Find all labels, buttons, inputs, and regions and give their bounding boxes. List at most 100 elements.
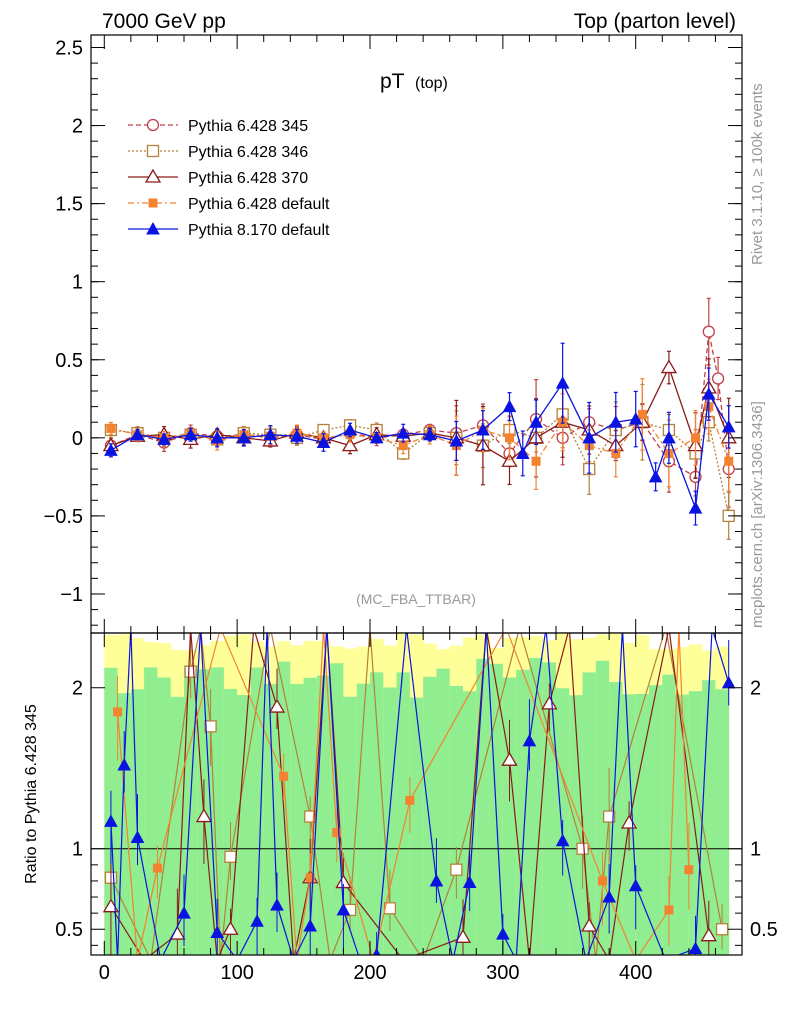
- data-point: [210, 430, 225, 444]
- data-point: [608, 415, 623, 428]
- ratio-data-point: [204, 720, 217, 733]
- ratio-data-point: [501, 751, 518, 766]
- data-point: [422, 427, 437, 441]
- ratio-data-point: [462, 875, 477, 889]
- ratio-data-point: [210, 925, 225, 938]
- data-point: [106, 423, 116, 433]
- ratio-panel: 0.5 0.5 1 1 2 2 0 100 200 300 400 Ratio to Pythia …: [23, 35, 778, 984]
- data-point: [688, 501, 703, 514]
- band-green-bin: [144, 667, 158, 955]
- ratio-data-point: [117, 757, 132, 771]
- data-point: [711, 372, 725, 385]
- series-pythia-8-170-default: [104, 342, 736, 526]
- band-green-bin: [502, 677, 517, 955]
- band-green-bin: [529, 658, 544, 955]
- data-point: [369, 430, 384, 444]
- data-point: [531, 456, 541, 466]
- ratio-y-tick-label-right: 1: [750, 839, 761, 861]
- band-green-bin: [436, 668, 451, 955]
- legend-marker: [148, 198, 158, 208]
- ratio-data-point: [664, 905, 674, 915]
- data-point: [104, 443, 118, 456]
- data-point: [529, 415, 543, 428]
- ratio-data-point: [715, 923, 729, 936]
- main-y-tick-label: 1: [72, 272, 83, 294]
- ratio-data-point: [336, 902, 351, 916]
- ratio-data-point: [130, 830, 145, 843]
- ratio-data-point: [152, 863, 162, 873]
- ratio-frame: [90, 632, 743, 956]
- band-green-bin: [449, 685, 464, 955]
- ratio-data-point: [104, 814, 118, 827]
- ratio-data-point: [541, 695, 558, 710]
- watermark: (MC_FBA_TTBAR): [356, 591, 476, 607]
- data-point: [724, 456, 734, 466]
- ratio-data-point: [195, 808, 213, 823]
- band-green-bin: [250, 667, 265, 955]
- data-point: [662, 430, 676, 444]
- data-point: [396, 426, 411, 439]
- data-point: [316, 435, 331, 449]
- chart-title: pT (top): [380, 70, 448, 93]
- legend-label: Pythia 8.170 default: [188, 222, 330, 239]
- side-label-rivet: Rivet 3.1.10, ≥ 100k events: [749, 83, 766, 265]
- ratio-ylabel: Ratio to Pythia 6.428 345: [23, 704, 40, 884]
- ratio-data-point: [684, 865, 694, 875]
- legend-marker: [146, 221, 160, 235]
- data-point: [628, 412, 643, 425]
- band-green-bin: [263, 684, 278, 955]
- x-tick-label: 100: [220, 962, 253, 984]
- ratio-data-point: [222, 920, 239, 935]
- ratio-y-tick-label: 0.5: [55, 919, 83, 941]
- ratio-data-point: [496, 927, 510, 940]
- main-y-tick-label: 2.5: [55, 37, 83, 59]
- data-point: [343, 422, 357, 436]
- main-y-tick-label: 0.5: [55, 350, 83, 372]
- band-green-bin: [569, 695, 584, 955]
- ratio-data-point: [383, 902, 397, 915]
- legend-item-pythia-6-428-345: Pythia 6.428 345: [128, 118, 308, 135]
- band-green-bin: [542, 662, 557, 955]
- data-point: [398, 441, 408, 451]
- data-point: [502, 399, 517, 413]
- ratio-data-point: [598, 876, 607, 886]
- data-point: [648, 469, 663, 483]
- main-title: pT (top): [380, 70, 448, 93]
- data-point: [702, 325, 715, 338]
- legend: Pythia 6.428 345 Pythia 6.428 346 Pythia 6…: [128, 118, 330, 239]
- data-point: [515, 446, 530, 459]
- data-point: [721, 419, 736, 433]
- ratio-data-point: [576, 842, 589, 855]
- legend-label: Pythia 6.428 345: [188, 118, 308, 135]
- band-green-bin: [715, 689, 730, 955]
- ratio-data-point: [270, 898, 284, 911]
- band-green-bin: [688, 691, 703, 955]
- ratio-data-point: [405, 795, 415, 805]
- band-green-bin: [476, 658, 491, 955]
- legend-item-pythia-6-428-default: Pythia 6.428 default: [128, 196, 330, 213]
- data-point: [691, 433, 700, 443]
- data-point: [130, 427, 145, 441]
- ratio-data-point: [628, 878, 643, 892]
- band-green-bin: [383, 687, 398, 955]
- legend-label: Pythia 6.428 370: [188, 170, 308, 187]
- x-tick-label: 200: [353, 962, 386, 984]
- data-point: [505, 433, 514, 443]
- ratio-data-point: [268, 698, 286, 713]
- series-pythia-6-428-345: [104, 297, 735, 508]
- legend-label: Pythia 6.428 346: [188, 144, 308, 161]
- ratio-data-point: [305, 873, 315, 883]
- band-green-bin: [170, 696, 185, 955]
- data-point: [263, 427, 278, 441]
- ratio-y-tick-label-right: 0.5: [750, 919, 778, 941]
- legend-marker: [146, 118, 160, 132]
- data-point: [157, 432, 171, 445]
- x-tick-label: 400: [619, 962, 652, 984]
- band-green-bin: [370, 672, 384, 955]
- x-tick-label: 0: [99, 962, 110, 984]
- chart-title-main: pT: [380, 70, 405, 93]
- header-right: Top (parton level): [574, 10, 736, 33]
- ratio-y-tick-label: 1: [72, 839, 83, 861]
- data-point: [660, 359, 678, 374]
